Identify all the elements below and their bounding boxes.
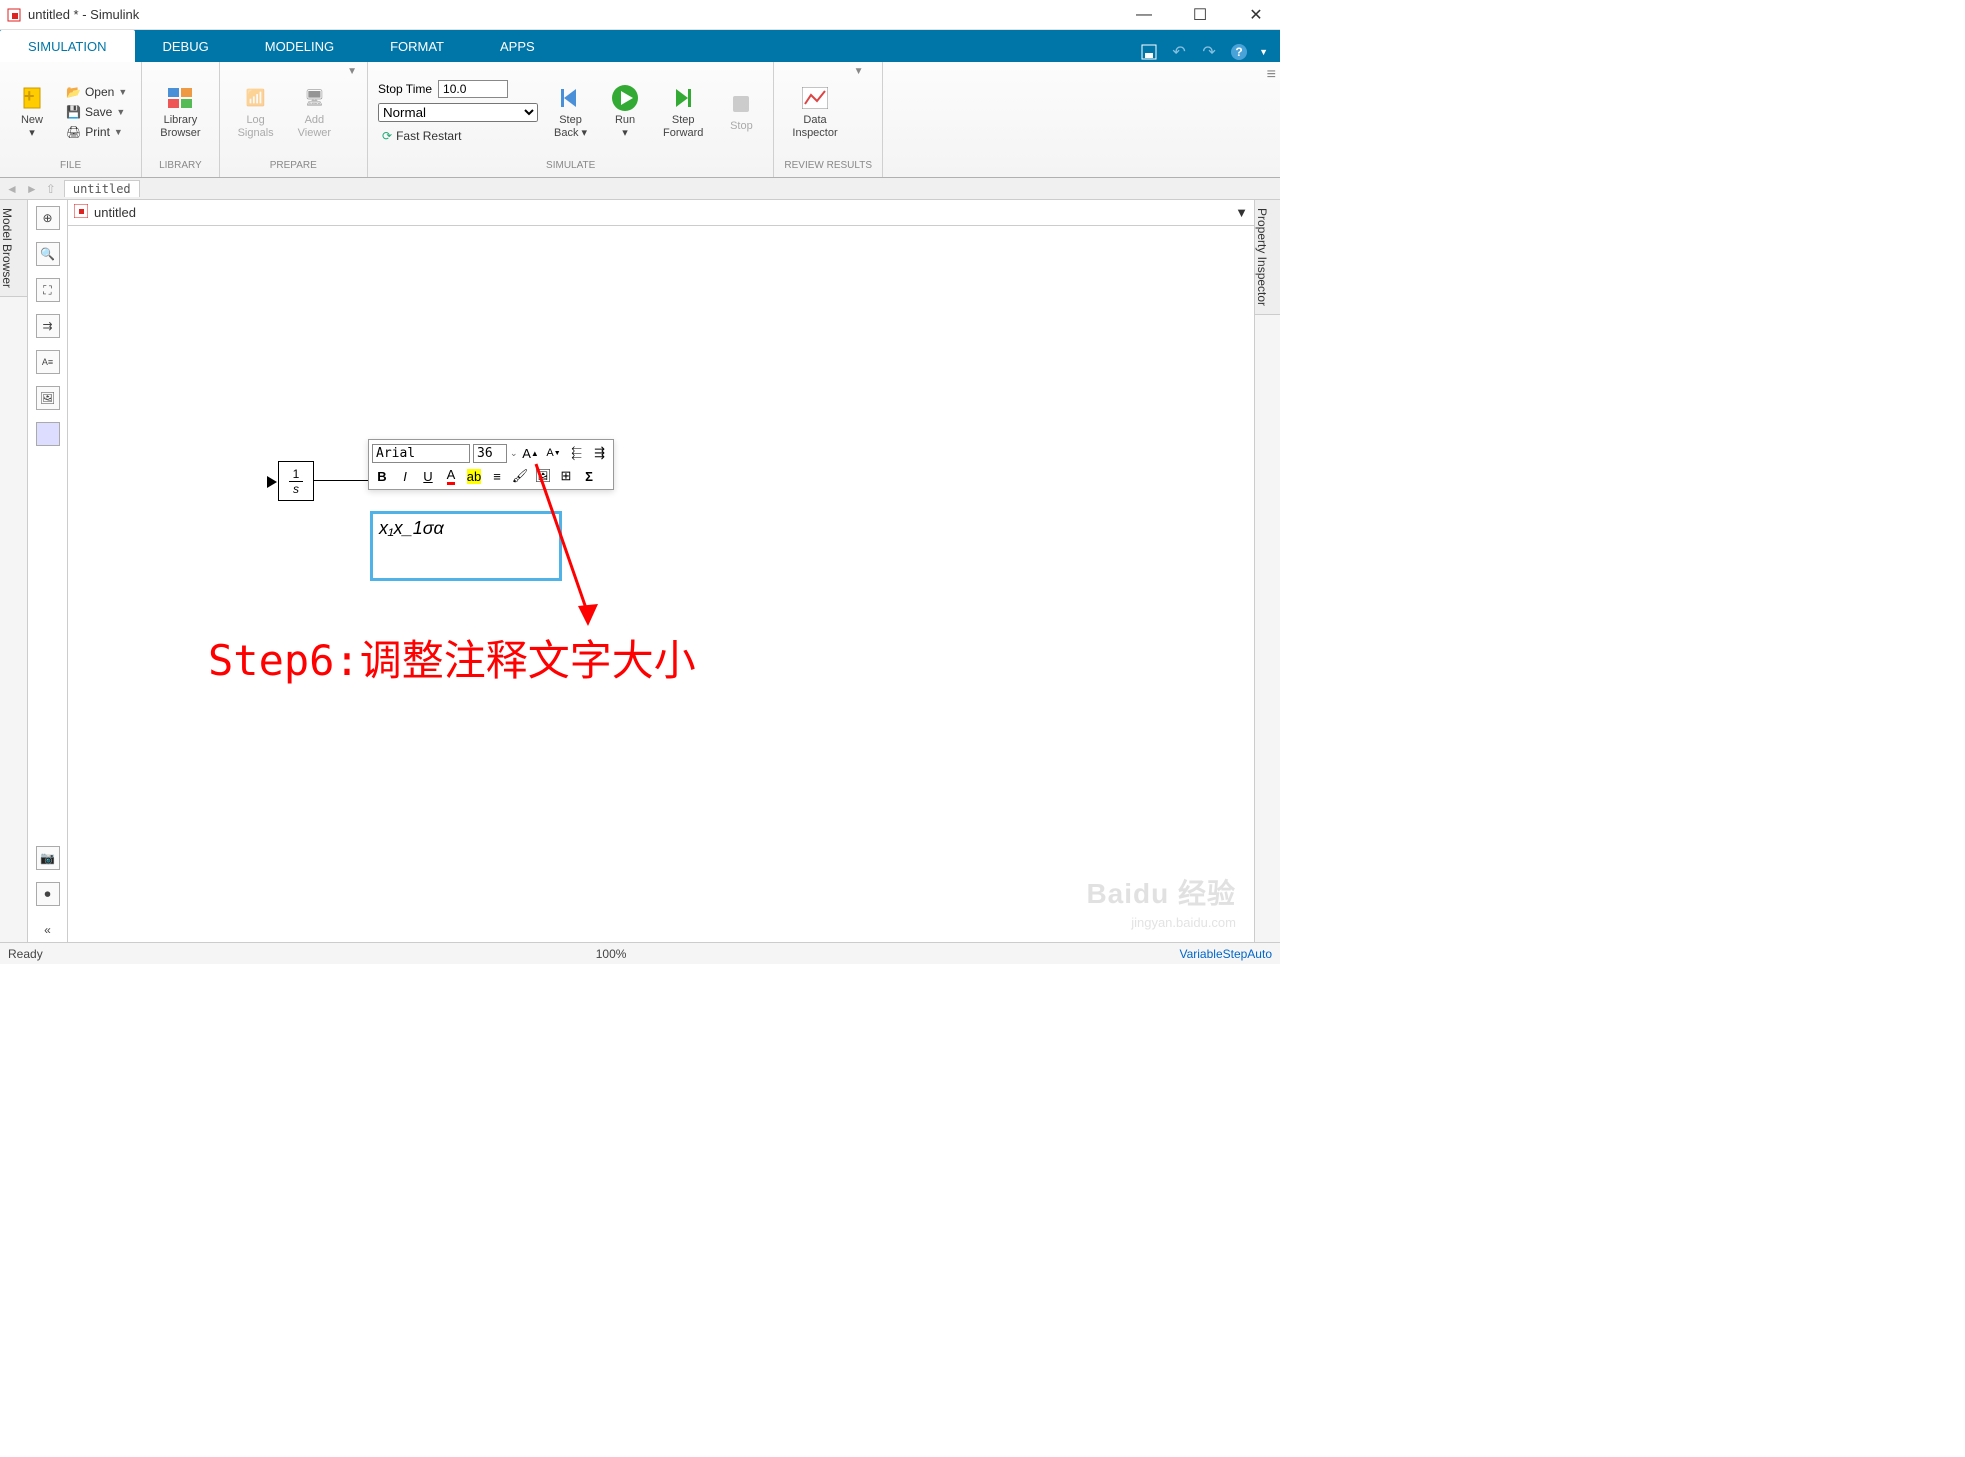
maximize-button[interactable]: ☐ (1182, 3, 1218, 27)
save-button[interactable]: 💾Save▼ (62, 103, 131, 121)
add-viewer-button[interactable]: 🖥 Add Viewer (290, 82, 339, 142)
sim-mode-select[interactable]: Normal (378, 103, 538, 122)
screenshot-icon[interactable]: 📷 (36, 846, 60, 870)
data-inspector-button[interactable]: Data Inspector (784, 82, 845, 142)
add-viewer-icon: 🖥 (300, 84, 328, 112)
zoom-icon[interactable]: 🔍 (36, 242, 60, 266)
help-dropdown-icon[interactable]: ▼ (1259, 47, 1268, 57)
tutorial-text: Step6:调整注释文字大小 (208, 627, 696, 688)
ribbon: + New▾ 📂Open▼ 💾Save▼ 🖨Print▼ FILE Librar… (0, 62, 1280, 178)
breadcrumb-bar: ◄ ► ⇧ untitled (0, 178, 1280, 200)
font-size-dropdown-icon[interactable]: ⌄ (510, 448, 518, 459)
font-color-button[interactable]: A (441, 466, 461, 486)
print-icon: 🖨 (66, 125, 81, 139)
tab-format[interactable]: FORMAT (362, 30, 472, 62)
record-icon[interactable]: ⏺ (36, 882, 60, 906)
step-forward-button[interactable]: Step Forward (655, 82, 711, 142)
right-panel: Property Inspector (1254, 200, 1280, 942)
svg-text:?: ? (1235, 45, 1242, 59)
annotation-icon[interactable]: A≡ (36, 350, 60, 374)
stop-button[interactable]: Stop (719, 88, 763, 135)
ribbon-tabs: SIMULATION DEBUG MODELING FORMAT APPS ↶ … (0, 30, 1280, 62)
review-expand-icon[interactable]: ▼ (854, 66, 864, 77)
file-group-label: FILE (10, 158, 131, 173)
tab-modeling[interactable]: MODELING (237, 30, 362, 62)
tab-simulation[interactable]: SIMULATION (0, 30, 135, 62)
undo-icon[interactable]: ↶ (1169, 42, 1189, 62)
area-icon[interactable] (36, 422, 60, 446)
library-browser-button[interactable]: Library Browser (152, 82, 208, 142)
canvas-header: untitled ▼ (68, 200, 1254, 226)
run-button[interactable]: Run▾ (603, 82, 647, 142)
step-back-icon (557, 84, 585, 112)
model-icon (74, 204, 88, 221)
status-ready: Ready (8, 947, 43, 961)
window-title: untitled * - Simulink (28, 7, 1126, 22)
bold-button[interactable]: B (372, 466, 392, 486)
open-button[interactable]: 📂Open▼ (62, 83, 131, 101)
tab-debug[interactable]: DEBUG (135, 30, 237, 62)
title-bar: untitled * - Simulink — ☐ ✕ (0, 0, 1280, 30)
svg-text:+: + (24, 86, 35, 106)
align-button[interactable]: ≡ (487, 466, 507, 486)
canvas-title: untitled (94, 205, 136, 220)
help-icon[interactable]: ? (1229, 42, 1249, 62)
fast-restart-button[interactable]: ⟳Fast Restart (378, 127, 538, 145)
status-zoom[interactable]: 100% (596, 947, 627, 961)
fit-icon[interactable]: ⛶ (36, 278, 60, 302)
watermark-sub: jingyan.baidu.com (1131, 915, 1236, 930)
sample-time-icon[interactable]: ⇉ (36, 314, 60, 338)
font-size-select[interactable] (473, 444, 507, 463)
canvas-dropdown-icon[interactable]: ▼ (1235, 205, 1248, 220)
left-panel: Model Browser (0, 200, 28, 942)
palette: ⊕ 🔍 ⛶ ⇉ A≡ 🖼 📷 ⏺ « (28, 200, 68, 942)
font-family-select[interactable] (372, 444, 470, 463)
print-button[interactable]: 🖨Print▼ (62, 123, 131, 141)
annotation-text: x₁x_1σα (379, 518, 444, 538)
step-back-button[interactable]: Step Back ▾ (546, 82, 595, 142)
nav-up-icon[interactable]: ⇧ (46, 182, 56, 196)
breadcrumb-tab[interactable]: untitled (64, 180, 140, 197)
status-bar: Ready 100% VariableStepAuto (0, 942, 1280, 964)
folder-open-icon: 📂 (66, 85, 81, 99)
stop-time-input[interactable] (438, 80, 508, 98)
brush-icon[interactable]: 🖌 (510, 466, 530, 486)
property-inspector-tab[interactable]: Property Inspector (1255, 200, 1280, 315)
app-icon (6, 7, 22, 23)
integrator-block[interactable]: 1s (278, 461, 314, 501)
minimize-button[interactable]: — (1126, 3, 1162, 27)
watermark: Baidu 经验 (1086, 872, 1236, 912)
stop-icon (727, 90, 755, 118)
highlight-button[interactable]: ab (464, 466, 484, 486)
canvas[interactable]: 1s ⌄ A▲ A▼ ⬱ ⇶ B I U A ab ≡ (68, 226, 1254, 942)
nav-back-icon[interactable]: ◄ (6, 182, 18, 196)
save-icon: 💾 (66, 105, 81, 119)
library-icon (166, 84, 194, 112)
fast-restart-icon: ⟳ (382, 129, 392, 143)
tab-apps[interactable]: APPS (472, 30, 563, 62)
hide-browser-icon[interactable]: ⊕ (36, 206, 60, 230)
image-icon[interactable]: 🖼 (36, 386, 60, 410)
log-signals-button[interactable]: 📶 Log Signals (230, 82, 282, 142)
new-button[interactable]: + New▾ (10, 82, 54, 142)
step-forward-icon (669, 84, 697, 112)
redo-icon[interactable]: ↷ (1199, 42, 1219, 62)
tutorial-arrow (528, 456, 608, 636)
prepare-expand-icon[interactable]: ▼ (347, 66, 357, 77)
close-button[interactable]: ✕ (1238, 3, 1274, 27)
collapse-palette-icon[interactable]: « (36, 918, 60, 942)
run-icon (611, 84, 639, 112)
status-solver[interactable]: VariableStepAuto (1179, 947, 1272, 961)
new-icon: + (18, 84, 46, 112)
save-quick-icon[interactable] (1139, 42, 1159, 62)
signal-wire[interactable] (314, 480, 372, 481)
underline-button[interactable]: U (418, 466, 438, 486)
log-signals-icon: 📶 (242, 84, 270, 112)
data-inspector-icon (801, 84, 829, 112)
italic-button[interactable]: I (395, 466, 415, 486)
nav-fwd-icon[interactable]: ► (26, 182, 38, 196)
ribbon-collapse-icon[interactable]: ≡ (1267, 66, 1276, 84)
stop-time-label: Stop Time (378, 82, 432, 96)
model-browser-tab[interactable]: Model Browser (0, 200, 27, 297)
